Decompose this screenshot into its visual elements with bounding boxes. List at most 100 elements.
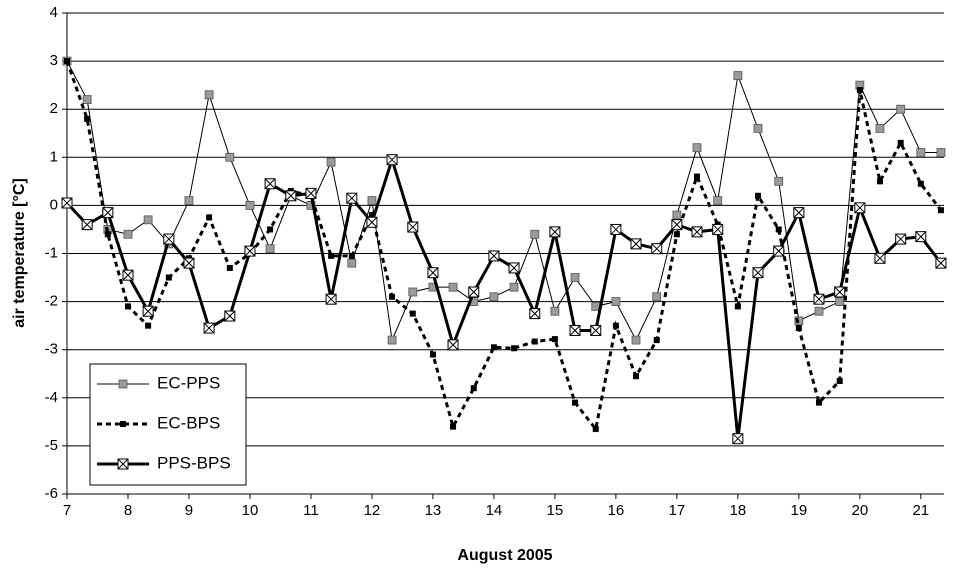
point	[84, 115, 91, 122]
marker-cross	[305, 188, 317, 199]
marker-cross	[386, 154, 398, 166]
legend-marker	[118, 379, 128, 389]
point	[651, 243, 663, 255]
marker-cross	[935, 257, 947, 269]
point	[450, 423, 457, 430]
point	[184, 196, 194, 205]
point	[551, 336, 558, 343]
y-axis-title: air temperature [°C]	[11, 178, 28, 328]
point	[122, 269, 134, 281]
point	[753, 124, 763, 133]
x-tick-label: 11	[303, 502, 319, 519]
point	[795, 325, 802, 332]
point	[550, 306, 560, 316]
y-tick-label: -5	[45, 437, 58, 454]
marker-cross	[671, 219, 683, 230]
x-tick-label: 17	[669, 502, 686, 519]
x-tick-label: 19	[791, 502, 808, 519]
marker-cross	[732, 433, 744, 445]
point	[875, 124, 885, 133]
marker-cross	[264, 178, 276, 190]
legend-marker	[120, 421, 126, 427]
y-tick-label: -4	[45, 389, 58, 406]
point	[265, 244, 275, 254]
point	[836, 377, 843, 384]
x-tick-label: 9	[185, 502, 193, 519]
point	[570, 273, 580, 282]
point	[389, 293, 396, 300]
x-tick-label: 13	[425, 502, 442, 519]
point	[264, 178, 276, 190]
point	[407, 221, 419, 233]
point	[630, 238, 642, 250]
point	[429, 351, 436, 358]
point	[224, 310, 236, 322]
point	[610, 223, 622, 235]
point	[549, 226, 561, 238]
point	[490, 344, 497, 351]
marker-cross	[203, 322, 215, 334]
marker-cross	[712, 224, 724, 235]
point	[631, 335, 641, 345]
point	[754, 192, 761, 199]
x-axis-title: August 2005	[457, 547, 552, 564]
point	[897, 139, 904, 146]
point	[935, 257, 947, 269]
point	[488, 250, 500, 262]
marker-cross	[651, 243, 663, 255]
point	[915, 231, 927, 243]
point	[347, 258, 357, 268]
marker-cross	[915, 231, 927, 243]
series-line	[65, 60, 943, 433]
marker-cross	[468, 286, 480, 298]
point	[896, 104, 906, 114]
marker-cross	[61, 197, 73, 209]
marker-cross	[834, 286, 846, 298]
point	[572, 399, 579, 406]
point	[386, 154, 398, 166]
point	[165, 274, 172, 281]
point	[204, 90, 214, 100]
point	[774, 176, 784, 186]
point	[225, 152, 235, 162]
point	[509, 282, 519, 292]
point	[590, 324, 602, 336]
point	[508, 262, 520, 274]
point	[183, 257, 195, 269]
point	[734, 303, 741, 310]
point	[368, 212, 375, 219]
marker-cross	[590, 325, 602, 336]
x-tick-label: 7	[63, 502, 71, 519]
marker-cross	[407, 221, 419, 233]
marker-cross	[142, 305, 154, 317]
y-tick-label: 0	[50, 196, 58, 213]
point	[142, 305, 154, 317]
y-tick-label: 1	[50, 148, 58, 165]
marker-cross	[183, 257, 195, 269]
point	[835, 297, 845, 307]
point	[712, 223, 724, 235]
point	[592, 426, 599, 433]
x-tick-label: 12	[364, 502, 381, 519]
marker-cross	[529, 308, 541, 319]
marker-cross	[508, 262, 520, 274]
point	[895, 233, 907, 245]
point	[387, 335, 397, 345]
point	[793, 207, 805, 219]
marker-cross	[102, 207, 114, 218]
legend: EC-PPS EC-BPS PPS-BPS	[89, 363, 247, 486]
point	[936, 148, 946, 157]
point	[124, 303, 131, 310]
point	[529, 308, 541, 320]
point	[244, 245, 256, 257]
point	[713, 196, 723, 205]
point	[348, 252, 355, 259]
point	[856, 86, 863, 93]
y-tick-label: 2	[50, 100, 58, 117]
point	[732, 433, 744, 445]
point	[427, 267, 439, 279]
marker-cross	[630, 238, 642, 250]
point	[409, 310, 416, 317]
